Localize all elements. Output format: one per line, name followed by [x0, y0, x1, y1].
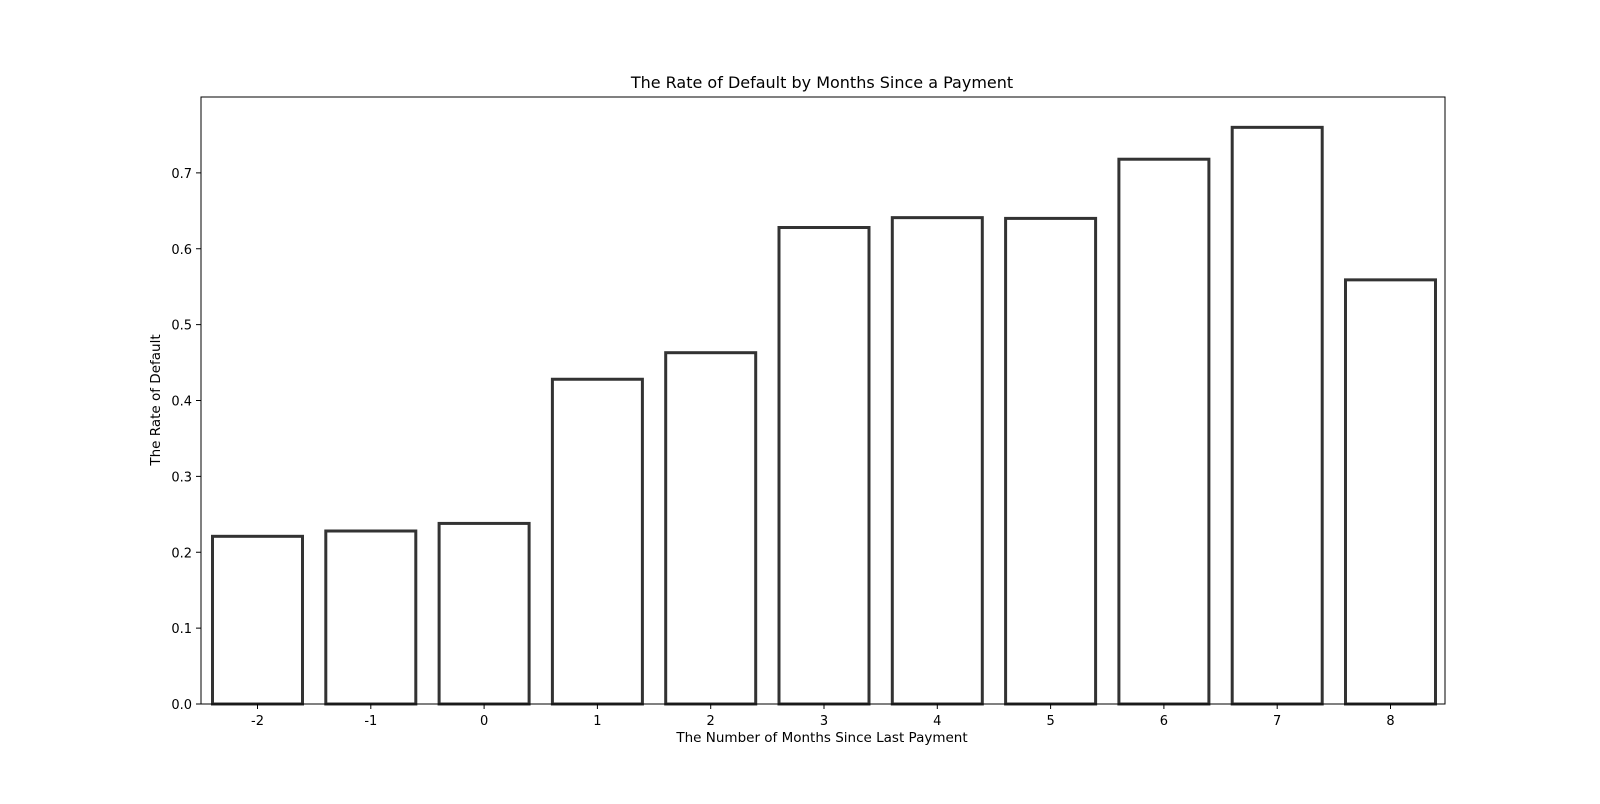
x-tick-label: 1 — [593, 714, 601, 729]
bar-2 — [664, 351, 758, 706]
x-tick-label: 3 — [820, 714, 828, 729]
x-tick-label: 7 — [1273, 714, 1281, 729]
y-tick-label: 0.0 — [171, 698, 192, 713]
y-tick-label: 0.2 — [171, 546, 192, 561]
x-tick-label: 8 — [1386, 714, 1394, 729]
bar-1 — [550, 377, 644, 706]
y-tick-label: 0.7 — [171, 167, 192, 182]
bar--2 — [211, 534, 304, 706]
x-tick-label: 0 — [480, 714, 488, 729]
x-axis-ticks: -2 -1 0 1 2 3 4 5 6 7 8 — [251, 704, 1395, 729]
bar-8 — [1344, 278, 1437, 706]
x-tick-label: 6 — [1160, 714, 1168, 729]
bar-5 — [1004, 216, 1098, 706]
y-tick-label: 0.1 — [171, 622, 192, 637]
bar--1 — [324, 529, 418, 706]
x-axis-label: The Number of Months Since Last Payment — [675, 730, 967, 746]
x-tick-label: -2 — [251, 714, 264, 729]
y-tick-label: 0.4 — [171, 395, 192, 410]
x-tick-label: 2 — [707, 714, 715, 729]
chart-title: The Rate of Default by Months Since a Pa… — [630, 73, 1013, 92]
y-tick-label: 0.6 — [171, 243, 192, 258]
y-axis-ticks: 0.0 0.1 0.2 0.3 0.4 0.5 0.6 0.7 — [171, 167, 201, 713]
x-tick-label: -1 — [364, 714, 377, 729]
bar-0 — [437, 521, 531, 706]
y-axis-label: The Rate of Default — [148, 334, 164, 466]
bar-4 — [890, 216, 984, 706]
bars-layer — [211, 125, 1437, 706]
bar-6 — [1117, 157, 1211, 706]
bar-7 — [1230, 125, 1324, 706]
y-tick-label: 0.3 — [171, 470, 192, 485]
x-tick-label: 5 — [1046, 714, 1054, 729]
x-tick-label: 4 — [933, 714, 941, 729]
bar-3 — [777, 226, 871, 706]
y-tick-label: 0.5 — [171, 319, 192, 334]
